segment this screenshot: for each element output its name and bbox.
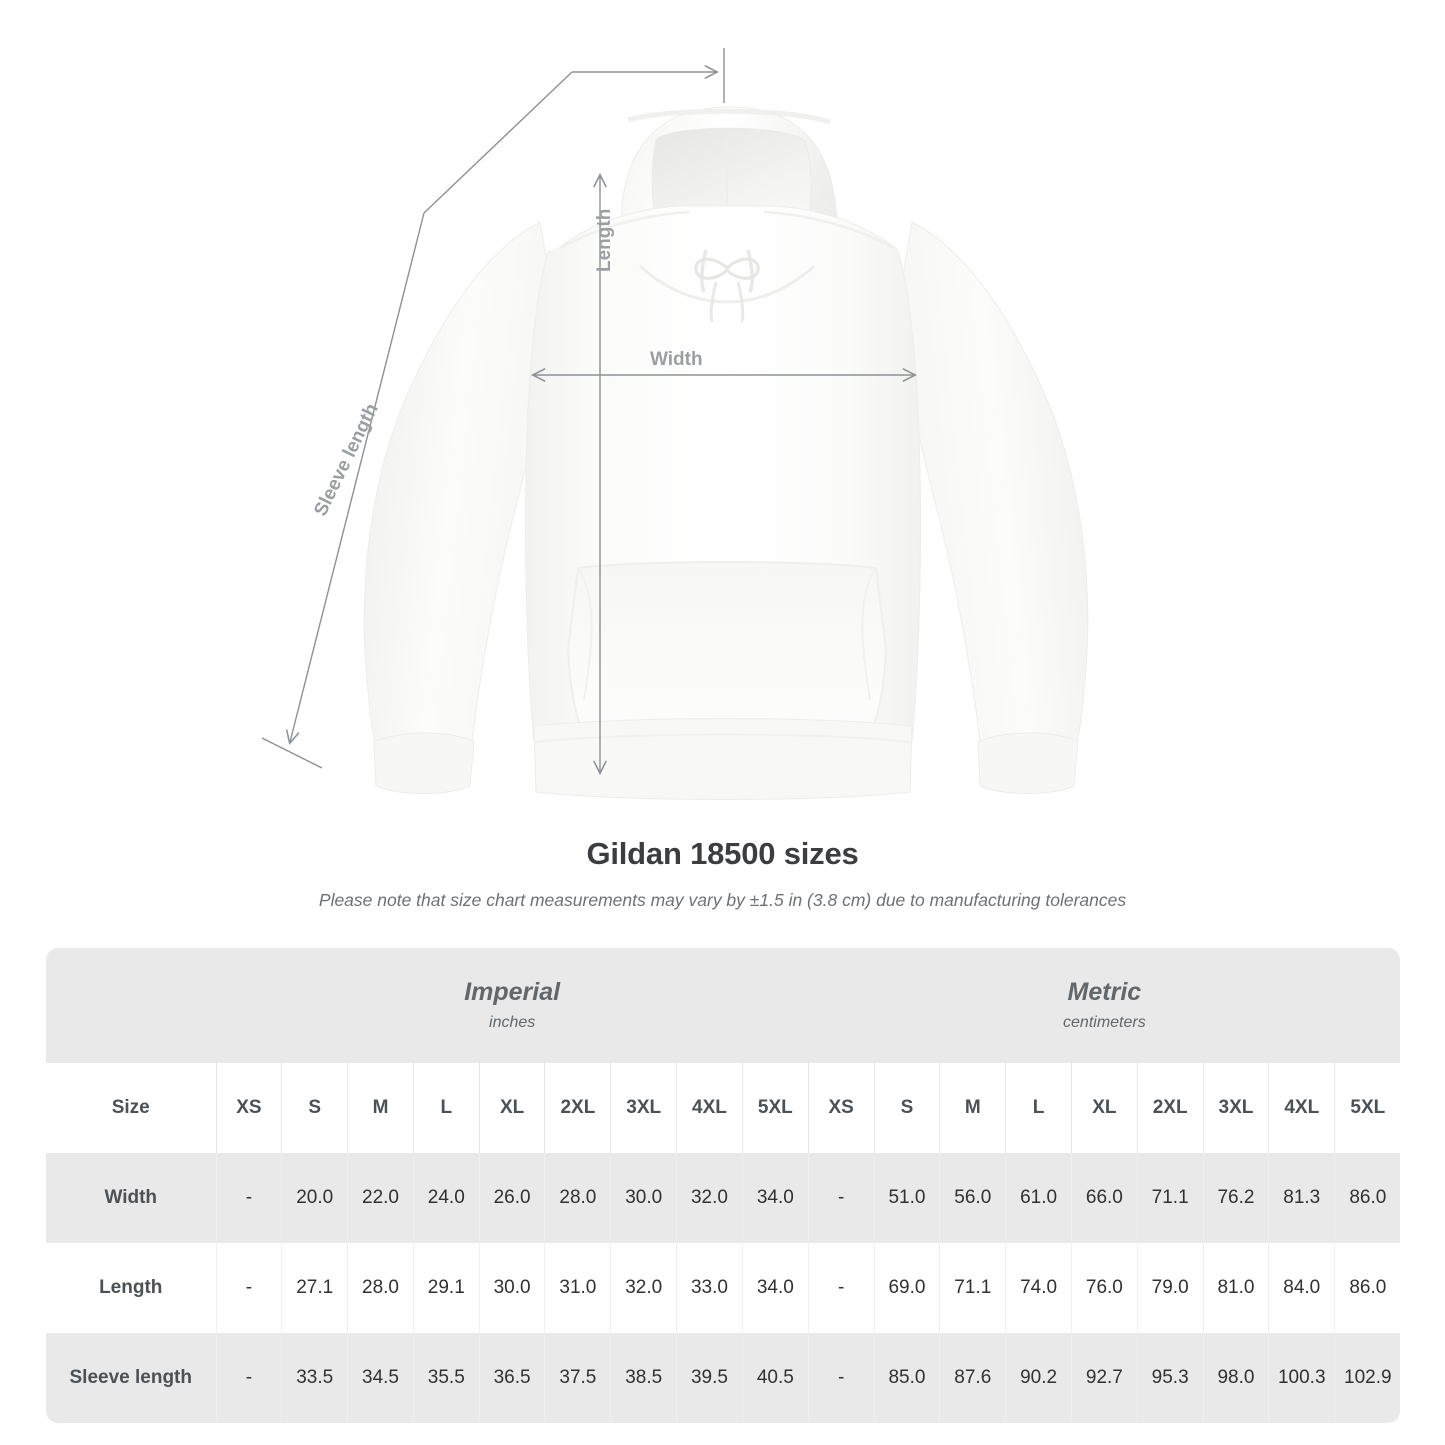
column-header-size-imperial-M: M — [347, 1063, 414, 1153]
column-header-size-metric-L: L — [1005, 1063, 1072, 1153]
table-cell: 66.0 — [1070, 1153, 1138, 1243]
table-cell: 24.0 — [412, 1153, 480, 1243]
table-cell: 69.0 — [873, 1243, 940, 1333]
table-cell: 32.0 — [610, 1243, 677, 1333]
table-cell: 30.0 — [478, 1243, 545, 1333]
table-cell: 39.5 — [676, 1333, 743, 1423]
table-cell: 29.1 — [412, 1243, 480, 1333]
table-cell: 102.9 — [1334, 1333, 1401, 1423]
table-cell: 74.0 — [1005, 1243, 1072, 1333]
row-label: Width — [46, 1153, 216, 1243]
title-block: Gildan 18500 sizes Please note that size… — [0, 836, 1445, 911]
table-cell: 33.0 — [676, 1243, 743, 1333]
column-header-size-metric-3XL: 3XL — [1202, 1063, 1269, 1153]
size-chart-table-wrap: Imperial inches Metric centimeters Size XS S M L… — [46, 948, 1401, 1423]
table-cell: 22.0 — [347, 1153, 414, 1243]
table-cell: 92.7 — [1070, 1333, 1138, 1423]
table-cell: 86.0 — [1334, 1153, 1401, 1243]
table-cell: 34.0 — [741, 1153, 809, 1243]
table-cell: 90.2 — [1005, 1333, 1072, 1423]
table-cell: 95.3 — [1136, 1333, 1204, 1423]
table-cell: - — [215, 1333, 282, 1423]
table-cell: 32.0 — [676, 1153, 743, 1243]
table-cell: 37.5 — [544, 1333, 611, 1423]
column-header-size-imperial-L: L — [412, 1063, 480, 1153]
table-cell: - — [807, 1243, 875, 1333]
unit-name-imperial: Imperial — [464, 978, 561, 1007]
table-row: Sleeve length -33.5 34.5 35.5 36.5 37.5 38.5 39… — [46, 1333, 1401, 1423]
table-cell: 84.0 — [1268, 1243, 1335, 1333]
row-label: Length — [46, 1243, 216, 1333]
column-header-size-imperial-XS: XS — [215, 1063, 282, 1153]
table-cell: 98.0 — [1202, 1333, 1269, 1423]
table-cell: - — [807, 1153, 875, 1243]
table-cell: 81.3 — [1268, 1153, 1335, 1243]
row-label: Sleeve length — [46, 1333, 216, 1423]
page-subtitle: Please note that size chart measurements… — [318, 890, 1127, 910]
table-cell: 86.0 — [1334, 1243, 1401, 1333]
table-cell: 71.1 — [939, 1243, 1006, 1333]
column-header-size-metric-S: S — [873, 1063, 940, 1153]
table-cell: 28.0 — [347, 1243, 414, 1333]
table-cell: 79.0 — [1136, 1243, 1204, 1333]
hoodie-illustration: Width Length Sleeve length — [261, 48, 1445, 830]
table-cell: 27.1 — [281, 1243, 348, 1333]
table-cell: 76.0 — [1070, 1243, 1138, 1333]
table-cell: 30.0 — [610, 1153, 677, 1243]
table-row: Length -27.1 28.0 29.1 30.0 31.0 32.0 33.0 34.0-… — [46, 1243, 1401, 1333]
column-header-size-imperial-3XL: 3XL — [610, 1063, 677, 1153]
column-header-size-metric-5XL: 5XL — [1334, 1063, 1401, 1153]
unit-system-band: Imperial inches Metric centimeters — [46, 948, 1401, 1063]
table-cell: 26.0 — [478, 1153, 545, 1243]
column-header-size-imperial-S: S — [281, 1063, 348, 1153]
table-cell: 35.5 — [412, 1333, 480, 1423]
table-cell: 87.6 — [939, 1333, 1006, 1423]
table-cell: 100.3 — [1268, 1333, 1335, 1423]
table-cell: 81.0 — [1202, 1243, 1269, 1333]
table-cell: 56.0 — [939, 1153, 1006, 1243]
hoodie-graphic — [363, 106, 1089, 800]
table-cell: - — [215, 1243, 282, 1333]
unit-band-spacer — [46, 948, 216, 1063]
table-cell: 71.1 — [1136, 1153, 1204, 1243]
table-row: Width -20.0 22.0 24.0 26.0 28.0 30.0 32.0 34.0-5… — [46, 1153, 1401, 1243]
unit-sub-metric: centimeters — [1063, 1013, 1146, 1031]
column-header-size-metric-XL: XL — [1070, 1063, 1138, 1153]
column-header-size-metric-4XL: 4XL — [1268, 1063, 1335, 1153]
table-cell: 38.5 — [610, 1333, 677, 1423]
table-cell: 51.0 — [873, 1153, 940, 1243]
column-header-size-imperial-2XL: 2XL — [544, 1063, 611, 1153]
table-cell: 36.5 — [478, 1333, 545, 1423]
column-header-size-imperial-XL: XL — [478, 1063, 545, 1153]
table-cell: 33.5 — [281, 1333, 348, 1423]
length-measurement-label: Length — [594, 208, 615, 272]
width-measurement-label: Width — [650, 349, 703, 370]
table-cell: 61.0 — [1005, 1153, 1072, 1243]
table-cell: 31.0 — [544, 1243, 611, 1333]
column-header-size-metric-XS: XS — [807, 1063, 875, 1153]
table-cell: 76.2 — [1202, 1153, 1269, 1243]
column-header-size-metric-2XL: 2XL — [1136, 1063, 1204, 1153]
unit-name-metric: Metric — [1067, 978, 1142, 1007]
table-cell: 40.5 — [741, 1333, 809, 1423]
unit-sub-imperial: inches — [489, 1013, 536, 1031]
column-header-size-imperial-5XL: 5XL — [741, 1063, 809, 1153]
size-chart-table: Imperial inches Metric centimeters Size XS S M L… — [46, 948, 1401, 1423]
table-header-row: Size XS S M L XL 2XL 3XL 4XL 5XL XS S M L XL 2XL 3XL 4XL 5… — [46, 1063, 1401, 1153]
table-cell: 20.0 — [281, 1153, 348, 1243]
table-cell: 34.5 — [347, 1333, 414, 1423]
table-cell: 34.0 — [741, 1243, 809, 1333]
table-cell: - — [807, 1333, 875, 1423]
column-header-size: Size — [46, 1063, 216, 1153]
page-title: Gildan 18500 sizes — [586, 836, 859, 871]
unit-header-metric: Metric centimeters — [808, 948, 1401, 1063]
column-header-size-imperial-4XL: 4XL — [676, 1063, 743, 1153]
measurement-annotations — [261, 48, 1445, 830]
table-cell: 85.0 — [873, 1333, 940, 1423]
unit-header-imperial: Imperial inches — [216, 948, 809, 1063]
table-cell: 28.0 — [544, 1153, 611, 1243]
table-cell: - — [215, 1153, 282, 1243]
column-header-size-metric-M: M — [939, 1063, 1006, 1153]
